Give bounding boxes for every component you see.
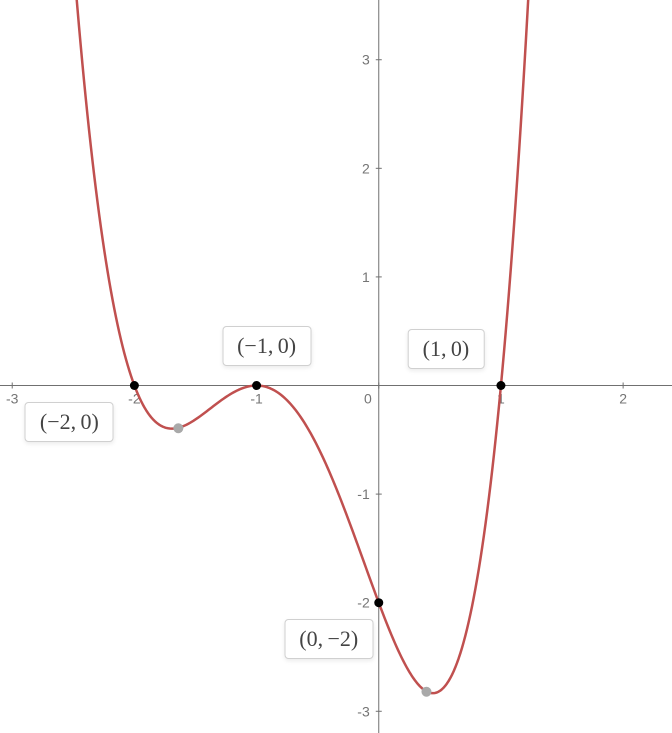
y-tick-label: -3: [357, 703, 370, 719]
function-plot: -3-2-1012-3-2-1123 (−2, 0)(−1, 0)(1, 0)(…: [0, 0, 672, 733]
extremum-point: [421, 687, 431, 697]
point-label: (−1, 0): [222, 326, 311, 366]
x-tick-label: 0: [364, 391, 372, 407]
y-tick-label: 2: [362, 160, 370, 176]
marked-point: [374, 598, 383, 607]
y-tick-label: 3: [362, 52, 370, 68]
y-tick-label: -1: [357, 486, 370, 502]
point-label: (−2, 0): [25, 402, 114, 442]
x-tick-label: 2: [619, 391, 627, 407]
extremum-point: [173, 423, 183, 433]
point-label: (1, 0): [408, 329, 485, 369]
y-tick-label: 1: [362, 269, 370, 285]
marked-point: [252, 381, 261, 390]
marked-point: [130, 381, 139, 390]
x-tick-label: -3: [6, 391, 19, 407]
marked-point: [496, 381, 505, 390]
point-label: (0, −2): [284, 619, 373, 659]
x-tick-label: -1: [250, 391, 263, 407]
y-tick-label: -2: [357, 595, 370, 611]
